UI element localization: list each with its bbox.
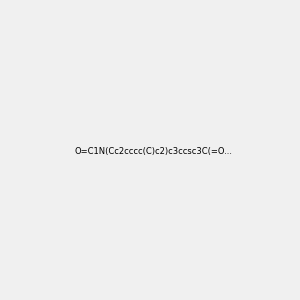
Text: O=C1N(Cc2cccc(C)c2)c3ccsc3C(=O...: O=C1N(Cc2cccc(C)c2)c3ccsc3C(=O... xyxy=(75,147,233,156)
